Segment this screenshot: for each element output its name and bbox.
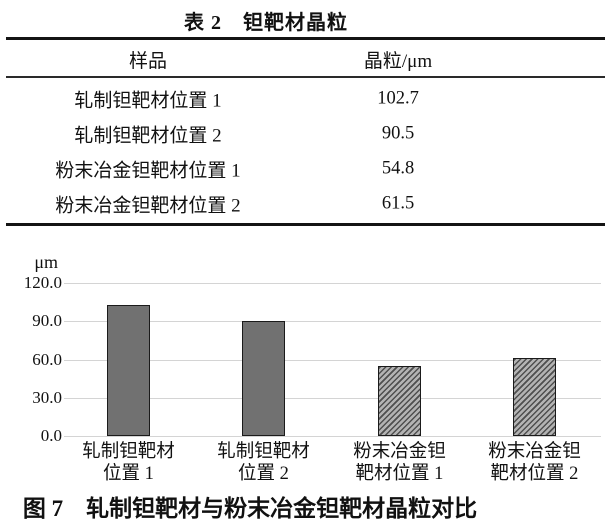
gridline: [64, 359, 601, 361]
table-header-sample: 样品: [128, 51, 167, 72]
bar-hatched: [513, 358, 556, 436]
bar-solid: [107, 305, 150, 436]
table-cell-grain: 61.5: [381, 193, 415, 213]
table-cell-sample: 粉末冶金钽靶材位置 2: [55, 195, 241, 216]
x-axis-label-line: 靶材位置 1: [355, 464, 444, 484]
x-axis-label-line: 粉末冶金钽: [488, 442, 581, 462]
x-axis-category-label: 粉末冶金钽 靶材位置 2: [473, 441, 597, 485]
y-axis-tick-label: 0.0: [40, 426, 62, 445]
table-row: 轧制钽靶材位置 1 102.7: [0, 81, 605, 116]
table-row: 粉末冶金钽靶材位置 1 54.8: [0, 151, 605, 186]
table-body: 轧制钽靶材位置 1 102.7 轧制钽靶材位置 2 90.5 粉末冶金钽靶材位置 1 54…: [0, 81, 605, 221]
y-axis-tick-label: 90.0: [32, 311, 62, 331]
table-header-row: 样品 晶粒/μm: [0, 46, 605, 74]
bar-chart-plot-area: [64, 283, 601, 437]
bar-hatched: [378, 366, 421, 436]
x-axis-category-label: 轧制钽靶材 位置 1: [67, 441, 191, 485]
table-cell-sample: 轧制钽靶材位置 1: [74, 90, 222, 111]
table-cell-grain: 54.8: [381, 158, 415, 178]
table-top-rule: [6, 37, 605, 40]
table-row: 轧制钽靶材位置 2 90.5: [0, 116, 605, 151]
table-cell-sample: 粉末冶金钽靶材位置 1: [55, 160, 241, 181]
y-axis-tick-label: 120.0: [23, 273, 62, 292]
x-axis-label-line: 靶材位置 2: [490, 464, 579, 484]
x-axis-label-line: 轧制钽靶材: [217, 442, 310, 462]
table-row: 粉末冶金钽靶材位置 2 61.5: [0, 186, 605, 221]
table-cell-grain: 90.5: [381, 123, 415, 143]
x-axis-label-line: 位置 1: [103, 464, 154, 484]
table-cell-grain: 102.7: [377, 88, 419, 108]
x-axis-label-line: 轧制钽靶材: [82, 442, 175, 462]
y-axis-tick-label: 30.0: [32, 387, 62, 407]
figure-caption: 图 7 轧制钽靶材与粉末冶金钽靶材晶粒对比: [22, 496, 478, 521]
x-axis-category-label: 轧制钽靶材 位置 2: [202, 441, 326, 485]
x-axis-label-line: 位置 2: [238, 464, 289, 484]
gridline: [64, 397, 601, 399]
table-title: 表 2 钽靶材晶粒: [184, 12, 348, 34]
gridline: [64, 436, 601, 437]
x-axis-category-label: 粉末冶金钽 靶材位置 1: [338, 441, 462, 485]
table-cell-sample: 轧制钽靶材位置 2: [74, 125, 222, 146]
gridline: [64, 321, 601, 323]
table-header-grain: 晶粒/μm: [363, 51, 433, 72]
y-axis-unit-label: μm: [34, 252, 58, 272]
table-bottom-rule: [6, 223, 605, 226]
gridline: [64, 283, 601, 284]
y-axis-tick-label: 60.0: [32, 349, 62, 369]
table-header-rule: [6, 76, 605, 78]
x-axis-label-line: 粉末冶金钽: [353, 442, 446, 462]
bar-solid: [242, 321, 285, 436]
